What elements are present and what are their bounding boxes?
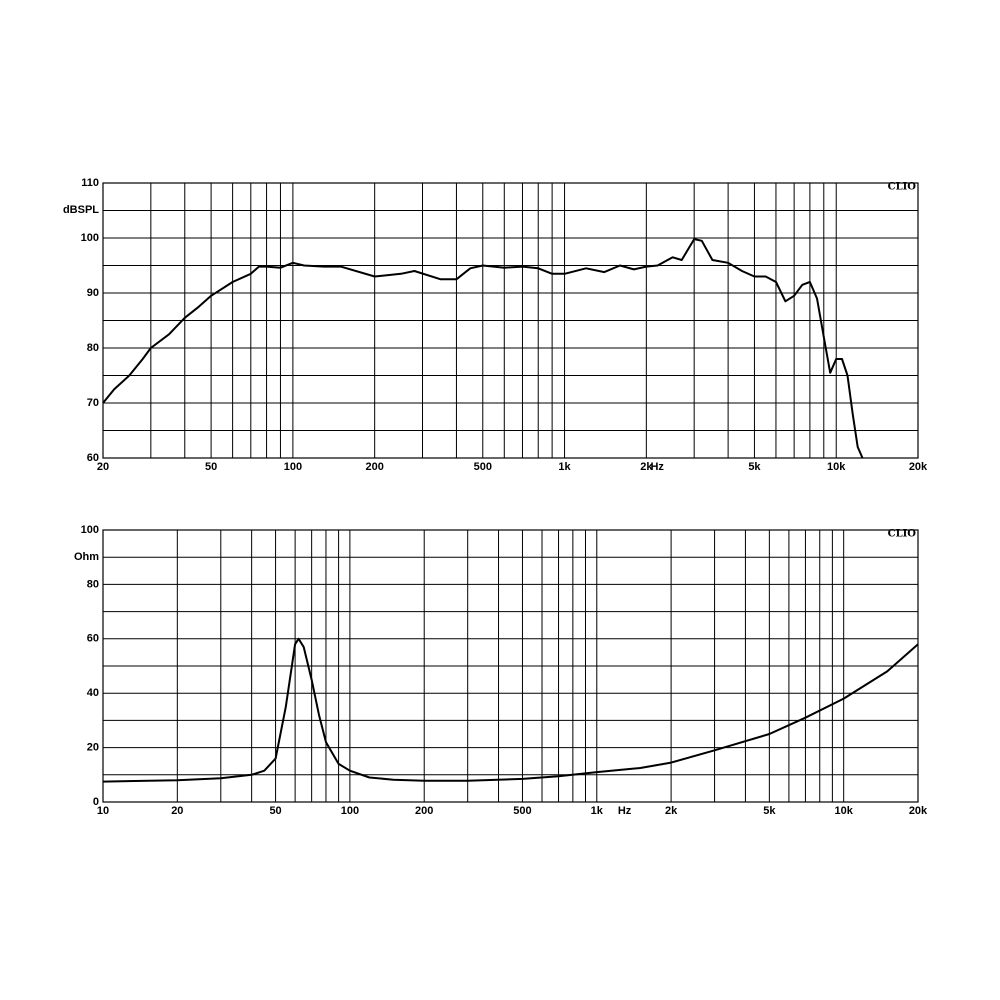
y-tick-label: 0 — [93, 796, 99, 808]
plot-frame — [102, 529, 919, 803]
y-tick-label: 100 — [81, 524, 99, 536]
y-tick-label: 100 — [81, 232, 99, 244]
annotation: CLIO — [888, 182, 917, 193]
y-tick-label: 70 — [87, 397, 99, 409]
y-tick-label: 40 — [87, 687, 99, 699]
x-axis-label: Hz — [650, 461, 664, 473]
x-tick-label: 20 — [97, 461, 109, 473]
y-axis-label: Ohm — [74, 551, 99, 563]
x-tick-label: 5k — [763, 805, 776, 817]
y-tick-label: 90 — [87, 287, 99, 299]
plot-frame — [102, 182, 919, 459]
x-tick-label: 1k — [558, 461, 571, 473]
x-tick-label: 100 — [341, 805, 359, 817]
y-tick-label: 60 — [87, 452, 99, 464]
y-tick-label: 110 — [81, 177, 99, 189]
x-tick-label: 1k — [591, 805, 604, 817]
x-tick-label: 100 — [284, 461, 302, 473]
x-tick-label: 10k — [834, 805, 853, 817]
curve — [102, 637, 919, 783]
x-tick-label: 200 — [415, 805, 433, 817]
x-axis-label: Hz — [618, 805, 632, 817]
x-tick-label: 10 — [97, 805, 109, 817]
x-tick-label: 50 — [205, 461, 217, 473]
x-tick-label: 2k — [640, 461, 653, 473]
x-tick-label: 20 — [171, 805, 183, 817]
x-tick-label: 2k — [665, 805, 678, 817]
y-axis-label: dBSPL — [63, 204, 99, 216]
x-tick-label: 20k — [909, 461, 928, 473]
x-tick-label: 5k — [748, 461, 761, 473]
x-tick-label: 10k — [827, 461, 846, 473]
x-tick-label: 500 — [474, 461, 492, 473]
annotation: CLIO — [888, 529, 917, 540]
x-tick-label: 50 — [269, 805, 281, 817]
y-tick-label: 80 — [87, 578, 99, 590]
curve — [102, 238, 864, 459]
y-tick-label: 20 — [87, 742, 99, 754]
y-tick-label: 80 — [87, 342, 99, 354]
x-tick-label: 200 — [365, 461, 383, 473]
x-tick-label: 20k — [909, 805, 928, 817]
x-tick-label: 500 — [513, 805, 531, 817]
y-tick-label: 60 — [87, 633, 99, 645]
